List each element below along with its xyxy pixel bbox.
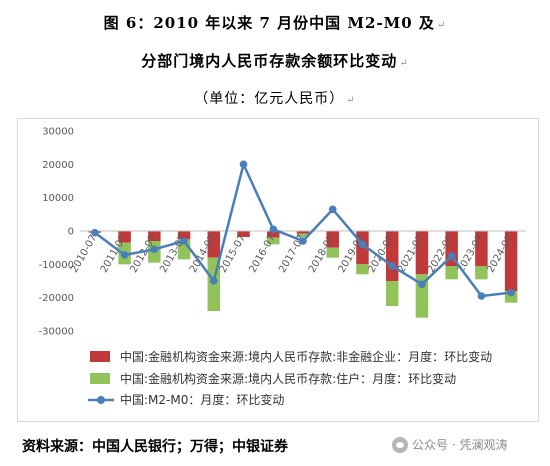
legend-label: 中国:金融机构资金来源:境内人民币存款:住户：月度：环比变动 bbox=[120, 371, 456, 386]
bar-household bbox=[385, 281, 399, 306]
bar-nonfinancial-enterprise bbox=[415, 231, 429, 275]
line-point bbox=[91, 228, 99, 237]
watermark-text: 公众号 · 凭澜观涛 bbox=[412, 438, 508, 452]
line-point bbox=[328, 205, 337, 214]
y-tick-label: -20000 bbox=[39, 293, 74, 304]
chart-legend: 中国:金融机构资金来源:境内人民币存款:非金融企业：月度：环比变动中国:金融机构… bbox=[88, 349, 492, 407]
chart-title-line-1: 图 6：2010 年以来 7 月份中国 M2-M0 及 ↵ bbox=[103, 14, 447, 32]
line-point bbox=[418, 280, 426, 289]
chart-unit-label: （单位：亿元人民币） ↵ bbox=[194, 91, 356, 107]
chart-frame: -30000 -20000 -10000 0 10000 20000 30000 2010-0… bbox=[17, 118, 539, 422]
bar-household bbox=[504, 291, 518, 303]
y-tick-label: 0 bbox=[68, 227, 74, 238]
wechat-icon bbox=[392, 436, 408, 453]
chart-canvas: -30000 -20000 -10000 0 10000 20000 30000 2010-0… bbox=[39, 127, 526, 407]
bar-nonfinancial-enterprise bbox=[148, 231, 161, 241]
y-tick-label: -10000 bbox=[39, 260, 74, 271]
line-point bbox=[150, 245, 159, 254]
bar-nonfinancial-enterprise bbox=[475, 231, 488, 266]
y-tick-label: 20000 bbox=[42, 160, 74, 171]
legend-swatch bbox=[90, 351, 110, 362]
source-note: 资料来源：中国人民银行；万得；中银证券 bbox=[22, 439, 288, 455]
y-tick-label: -30000 bbox=[39, 327, 74, 338]
watermark: 公众号 · 凭澜观涛 bbox=[392, 436, 507, 453]
line-point bbox=[120, 251, 129, 259]
line-point bbox=[358, 240, 367, 249]
legend-label: 中国:M2-M0：月度：环比变动 bbox=[120, 392, 284, 407]
legend-swatch-marker bbox=[97, 396, 105, 404]
bar-nonfinancial-enterprise bbox=[118, 231, 131, 243]
line-point bbox=[477, 292, 486, 300]
bar-household bbox=[267, 237, 280, 245]
bar-household bbox=[296, 233, 310, 237]
line-point bbox=[180, 237, 188, 245]
line-point bbox=[239, 160, 248, 169]
line-point bbox=[210, 277, 218, 285]
line-point bbox=[269, 225, 278, 234]
x-tick-label: 2010-07 bbox=[69, 233, 99, 275]
bar-nonfinancial-enterprise bbox=[504, 231, 518, 291]
bar-nonfinancial-enterprise bbox=[296, 231, 310, 234]
bar-nonfinancial-enterprise bbox=[177, 231, 191, 240]
line-layer bbox=[91, 160, 515, 300]
bar-household bbox=[356, 264, 369, 275]
legend-swatch bbox=[90, 373, 110, 384]
bar-nonfinancial-enterprise bbox=[326, 231, 339, 248]
bar-nonfinancial-enterprise bbox=[207, 231, 221, 258]
bar-household bbox=[475, 266, 488, 280]
line-point bbox=[447, 252, 456, 260]
bar-nonfinancial-enterprise bbox=[237, 231, 250, 237]
line-point bbox=[388, 262, 397, 270]
x-tick-label: 2015-07 bbox=[218, 233, 248, 275]
bar-household bbox=[445, 266, 458, 280]
line-point bbox=[299, 237, 307, 245]
bar-household bbox=[326, 247, 339, 258]
y-tick-label: 10000 bbox=[42, 193, 74, 204]
bar-nonfinancial-enterprise bbox=[267, 231, 280, 238]
y-tick-label: 30000 bbox=[42, 127, 74, 138]
legend-label: 中国:金融机构资金来源:境内人民币存款:非金融企业：月度：环比变动 bbox=[120, 349, 492, 364]
line-point bbox=[507, 288, 515, 297]
x-tick-label: 2016-07 bbox=[247, 233, 277, 275]
chart-title-line-2: 分部门境内人民币存款余额环比变动 ↵ bbox=[141, 52, 409, 70]
